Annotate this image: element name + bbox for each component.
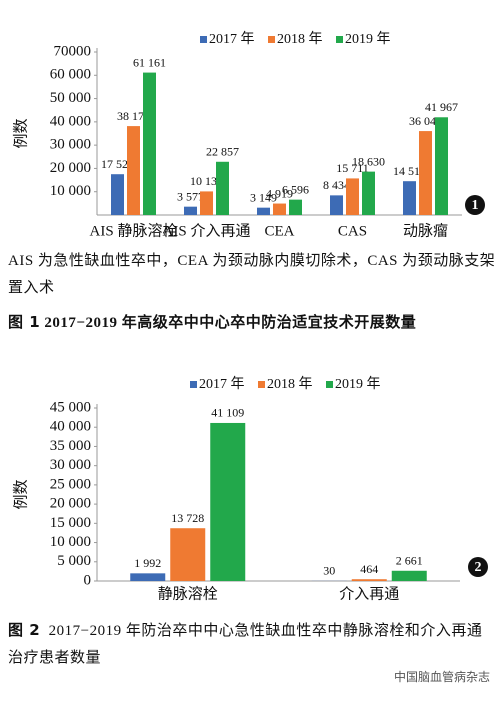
bar (130, 573, 166, 581)
x-tick-label: 介入再通 (339, 585, 399, 602)
value-label: 1 992 (134, 556, 161, 570)
legend-swatch (190, 381, 197, 388)
legend-label: 2017 年 (209, 31, 255, 47)
caption-text: 2017−2019 年防治卒中中心急性缺血性卒中静脉溶栓和介入再通治疗患者数量 (8, 623, 483, 666)
bar (111, 174, 124, 215)
y-tick-label: 20 000 (50, 160, 91, 176)
legend-swatch (268, 36, 275, 43)
y-axis-label: 例数 (12, 118, 29, 148)
y-tick-label: 40 000 (50, 419, 91, 435)
x-tick-label: CAS (338, 223, 367, 239)
x-tick-label: 静脉溶栓 (158, 585, 218, 602)
y-tick-label: 60 000 (50, 67, 91, 83)
x-tick-label: CEA (265, 223, 295, 239)
caption: 图 1 2017−2019 年高级卒中中心卒中防治适宜技术开展数量 (8, 309, 496, 337)
badge (468, 557, 488, 577)
y-tick-label: 45 000 (50, 399, 91, 415)
value-label: 14 519 (393, 164, 426, 178)
caption: 图 2 2017−2019 年防治卒中中心急性缺血性卒中静脉溶栓和介入再通治疗患… (8, 617, 496, 672)
legend-swatch (326, 381, 333, 388)
badge-number: 2 (475, 560, 482, 575)
bar (351, 579, 387, 581)
bar (330, 195, 343, 215)
value-label: 22 857 (206, 145, 239, 159)
y-tick-label: 10 000 (50, 183, 91, 199)
legend-swatch (336, 36, 343, 43)
value-label: 36 040 (409, 114, 442, 128)
y-tick-label: 15 000 (50, 515, 91, 531)
value-label: 38 177 (117, 109, 150, 123)
bar (419, 131, 432, 215)
watermark: 中国脑血管病杂志 (393, 670, 490, 684)
bar (391, 570, 427, 581)
legend-label: 2019 年 (335, 376, 381, 392)
value-label: 41 967 (425, 100, 458, 114)
value-label: 2 661 (396, 554, 423, 568)
y-tick-label: 0 (84, 572, 92, 588)
value-label: 10 130 (190, 174, 223, 188)
value-label: 8 434 (323, 178, 350, 192)
bar (216, 161, 229, 215)
bar (403, 181, 416, 215)
caption-label: 图 1 (8, 313, 41, 331)
y-tick-label: 5 000 (57, 553, 91, 569)
value-label: 13 728 (171, 511, 204, 525)
value-label: 6 596 (282, 182, 309, 196)
bar (200, 191, 213, 215)
y-tick-label: 70000 (54, 43, 92, 59)
note: AIS 为急性缺血性卒中，CEA 为颈动脉内膜切除术，CAS 为颈动脉支架置入术 (8, 253, 496, 296)
y-tick-label: 10 000 (50, 534, 91, 550)
value-label: 18 630 (352, 154, 385, 168)
x-tick-label: AIS 介入再通 (163, 222, 251, 239)
value-label: 61 161 (133, 55, 166, 69)
badge (465, 195, 485, 215)
bar (257, 207, 270, 215)
x-tick-label: AIS 静脉溶栓 (90, 222, 178, 239)
y-tick-label: 30 000 (50, 457, 91, 473)
y-tick-label: 30 000 (50, 137, 91, 153)
y-tick-label: 35 000 (50, 438, 91, 454)
value-label: 464 (360, 562, 378, 576)
x-tick-label: 动脉瘤 (403, 222, 448, 239)
bar (289, 199, 302, 215)
caption-label: 图 2 (8, 621, 41, 639)
value-label: 3 577 (177, 189, 204, 203)
legend-label: 2019 年 (345, 31, 391, 47)
value-label: 15 711 (336, 161, 369, 175)
bar (143, 72, 156, 215)
bar (346, 178, 359, 215)
legend-swatch (200, 36, 207, 43)
badge-number: 1 (472, 198, 479, 213)
legend-label: 2018 年 (277, 31, 323, 47)
legend-label: 2017 年 (199, 376, 245, 392)
y-tick-label: 25 000 (50, 476, 91, 492)
bar (127, 126, 140, 215)
bar (273, 203, 286, 215)
y-axis-label: 例数 (12, 479, 29, 509)
bar (170, 528, 206, 581)
y-tick-label: 20 000 (50, 496, 91, 512)
legend-swatch (258, 381, 265, 388)
value-label: 41 109 (211, 406, 244, 420)
bar (435, 117, 448, 215)
value-label: 30 (323, 564, 335, 578)
y-tick-label: 50 000 (50, 90, 91, 106)
value-label: 3 149 (250, 190, 277, 204)
caption-text: 2017−2019 年高级卒中中心卒中防治适宜技术开展数量 (44, 315, 417, 331)
bar (210, 422, 246, 581)
bar (362, 171, 375, 215)
value-label: 17 520 (101, 157, 134, 171)
value-label: 4 919 (266, 186, 293, 200)
bar (184, 206, 197, 215)
legend-label: 2018 年 (267, 376, 313, 392)
y-tick-label: 40 000 (50, 113, 91, 129)
